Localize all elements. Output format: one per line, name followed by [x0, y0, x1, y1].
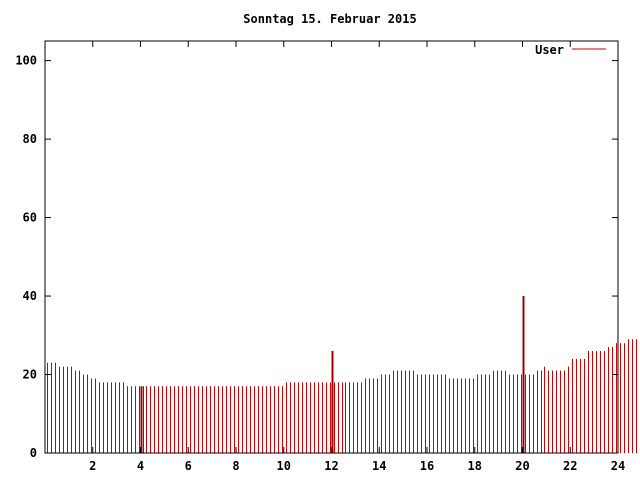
y-tick-label: 20: [23, 368, 37, 382]
plot-frame: [44, 40, 619, 454]
bar-series-user: [47, 296, 637, 453]
x-tick-label: 4: [137, 459, 144, 473]
x-tick-label: 8: [232, 459, 239, 473]
legend: User: [535, 43, 606, 57]
y-tick-label: 80: [23, 132, 37, 146]
x-axis: 2 4 6 8 10 12 14 16 18 20 22 24: [89, 41, 625, 473]
x-tick-label: 14: [372, 459, 386, 473]
x-tick-label: 2: [89, 459, 96, 473]
x-tick-label: 6: [185, 459, 192, 473]
x-tick-label: 24: [611, 459, 625, 473]
x-tick-label: 16: [420, 459, 434, 473]
y-tick-label: 0: [30, 446, 37, 460]
x-tick-label: 12: [324, 459, 338, 473]
legend-label-user: User: [535, 43, 564, 57]
y-tick-label: 60: [23, 211, 37, 225]
y-axis: 0 20 40 60 80 100: [15, 54, 618, 460]
x-tick-label: 22: [563, 459, 577, 473]
chart-title: Sonntag 15. Februar 2015: [243, 12, 416, 26]
x-tick-label: 20: [515, 459, 529, 473]
y-tick-label: 40: [23, 289, 37, 303]
y-tick-label: 100: [15, 54, 37, 68]
x-tick-label: 10: [277, 459, 291, 473]
x-tick-label: 18: [468, 459, 482, 473]
